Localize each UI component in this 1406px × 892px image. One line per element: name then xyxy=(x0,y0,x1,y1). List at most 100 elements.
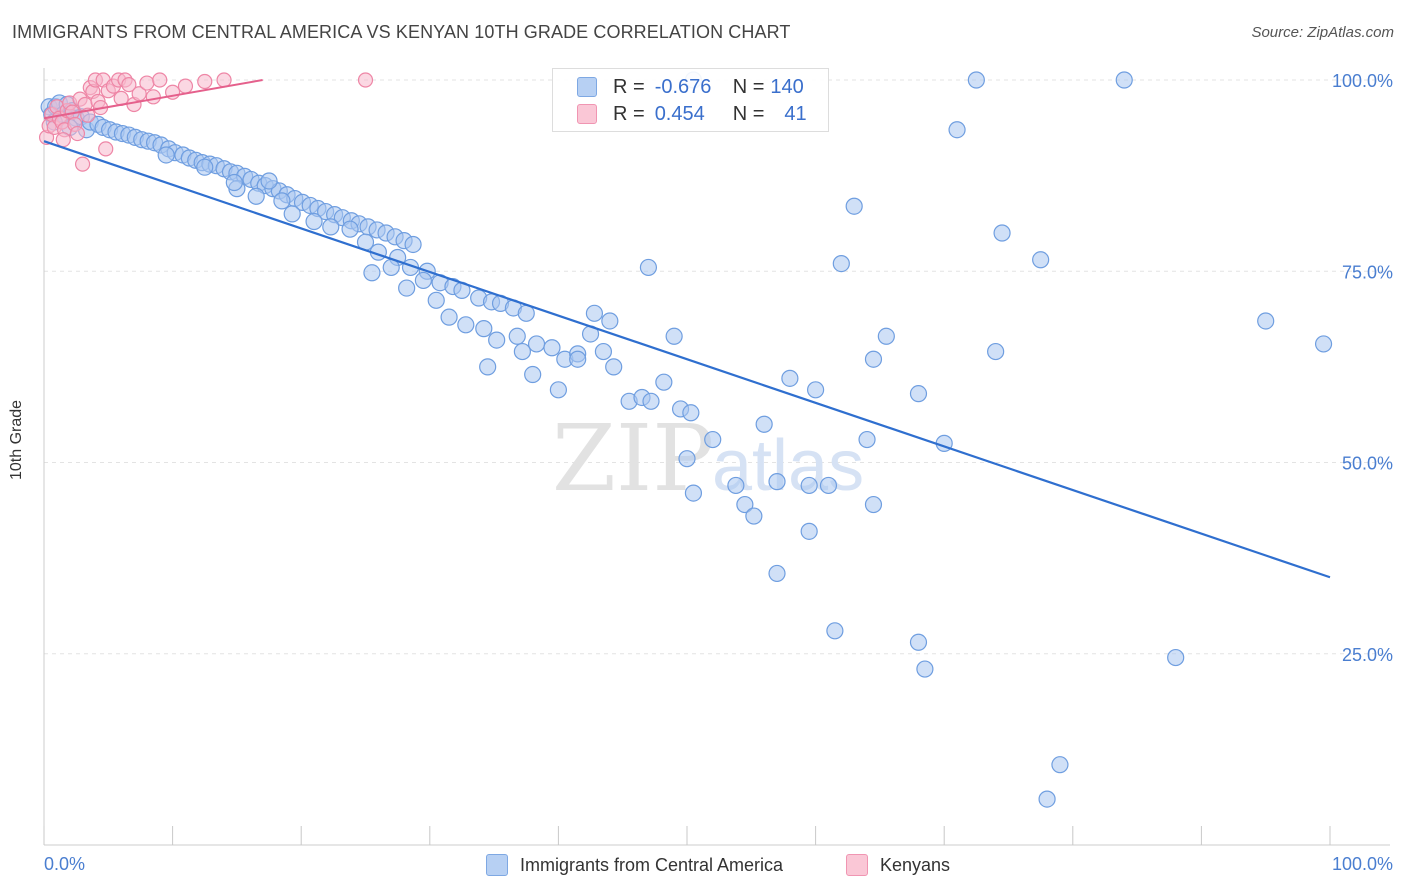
watermark-atlas: atlas xyxy=(712,426,864,506)
data-point-kenyans xyxy=(177,78,194,94)
data-point-central-america xyxy=(457,316,475,334)
data-point-kenyans xyxy=(139,75,155,91)
data-point-central-america xyxy=(704,430,722,449)
legend-n-value: 41 xyxy=(784,102,807,125)
data-point-central-america xyxy=(819,476,838,495)
data-point-kenyans xyxy=(121,76,137,93)
data-point-central-america xyxy=(806,381,825,399)
data-point-central-america xyxy=(877,327,895,345)
axis-ticks xyxy=(43,826,1331,845)
legend-r-label: R = xyxy=(613,75,645,98)
data-point-kenyans xyxy=(197,73,213,90)
legend-r-label: R = xyxy=(613,102,645,125)
data-point-central-america xyxy=(322,218,340,236)
data-point-central-america xyxy=(909,385,928,403)
data-point-central-america xyxy=(513,342,531,361)
data-point-central-america xyxy=(508,327,526,345)
axes xyxy=(43,68,1390,846)
data-point-central-america xyxy=(768,564,786,583)
y-tick-label: 100.0% xyxy=(1332,71,1393,91)
data-point-central-america xyxy=(864,495,883,514)
data-point-central-america xyxy=(549,381,568,399)
data-point-central-america xyxy=(305,212,323,231)
data-point-central-america xyxy=(488,331,506,349)
x-tick-label-min: 0.0% xyxy=(44,854,85,874)
data-point-central-america xyxy=(273,192,291,210)
data-point-central-america xyxy=(678,450,696,468)
data-point-central-america xyxy=(665,327,683,345)
data-point-central-america xyxy=(832,255,850,273)
data-point-central-america xyxy=(655,373,673,391)
axis-tick-labels: 25.0% 50.0% 75.0% 100.0% 0.0% 100.0% xyxy=(44,71,1393,874)
data-point-central-america xyxy=(601,312,619,330)
data-point-central-america xyxy=(916,660,934,678)
legend-swatch-pink xyxy=(577,104,597,124)
data-point-central-america xyxy=(404,235,422,254)
trend-line-kenyans xyxy=(43,79,263,120)
data-point-central-america xyxy=(826,622,844,640)
legend-r-value: 0.454 xyxy=(654,102,705,125)
data-point-kenyans xyxy=(145,89,161,105)
data-point-kenyans xyxy=(55,132,71,148)
data-point-central-america xyxy=(1038,790,1056,808)
data-point-kenyans xyxy=(74,156,91,172)
data-point-central-america xyxy=(157,146,175,164)
trend-line-central-america xyxy=(43,140,1331,579)
data-point-central-america xyxy=(948,121,966,139)
source-credit: Source: ZipAtlas.com xyxy=(1251,24,1394,41)
data-point-kenyans xyxy=(98,141,114,157)
data-point-central-america xyxy=(524,365,542,384)
data-point-central-america xyxy=(1314,335,1333,353)
grid-lines xyxy=(44,79,1390,655)
data-point-central-america xyxy=(283,205,301,223)
data-point-central-america xyxy=(800,522,818,540)
data-point-central-america xyxy=(605,358,623,376)
legend-n-label: N = xyxy=(732,102,765,125)
zipatlas-watermark: ZIP atlas xyxy=(552,405,864,512)
data-point-central-america xyxy=(260,172,278,190)
bottom-legend-kenyans: Kenyans xyxy=(846,852,950,878)
data-point-central-america xyxy=(569,350,587,368)
data-point-central-america xyxy=(736,495,754,514)
data-point-central-america xyxy=(225,173,243,192)
data-point-central-america xyxy=(543,339,561,357)
data-point-central-america xyxy=(858,430,876,449)
data-point-central-america xyxy=(440,308,458,326)
data-point-central-america xyxy=(527,335,546,353)
data-point-central-america xyxy=(363,264,381,282)
data-point-central-america xyxy=(993,224,1011,242)
data-point-central-america xyxy=(594,342,613,361)
data-point-central-america xyxy=(427,291,445,309)
bottom-legend-label: Kenyans xyxy=(880,854,951,875)
data-point-central-america xyxy=(1032,251,1050,269)
y-tick-label: 75.0% xyxy=(1342,262,1393,282)
legend-n-value: 140 xyxy=(770,75,804,98)
data-point-central-america xyxy=(642,392,660,410)
chart-title: IMMIGRANTS FROM CENTRAL AMERICA VS KENYA… xyxy=(12,22,791,42)
data-point-central-america xyxy=(479,358,497,376)
data-point-central-america xyxy=(909,633,928,651)
data-point-kenyans xyxy=(152,72,168,88)
data-point-central-america xyxy=(755,415,773,433)
data-point-central-america xyxy=(585,304,604,322)
data-point-central-america xyxy=(398,279,416,297)
data-point-central-america xyxy=(475,320,493,338)
legend-row-kenyans: R = 0.454 N = 41 xyxy=(577,101,807,127)
data-point-central-america xyxy=(967,71,985,89)
data-point-central-america xyxy=(781,369,799,387)
y-tick-label: 25.0% xyxy=(1342,645,1393,665)
data-point-central-america xyxy=(196,158,214,176)
legend-r-value: -0.676 xyxy=(654,75,712,98)
data-point-central-america xyxy=(864,350,883,368)
y-axis-label: 10th Grade xyxy=(8,399,25,480)
data-point-central-america xyxy=(1051,756,1069,774)
data-point-central-america xyxy=(414,271,432,290)
legend-swatch-blue xyxy=(577,77,597,97)
data-point-central-america xyxy=(684,484,703,502)
legend-n-label: N = xyxy=(732,75,765,98)
data-point-kenyans xyxy=(69,125,86,142)
data-point-central-america xyxy=(1167,648,1185,667)
x-tick-label-max: 100.0% xyxy=(1332,854,1393,874)
data-point-central-america xyxy=(768,473,786,491)
